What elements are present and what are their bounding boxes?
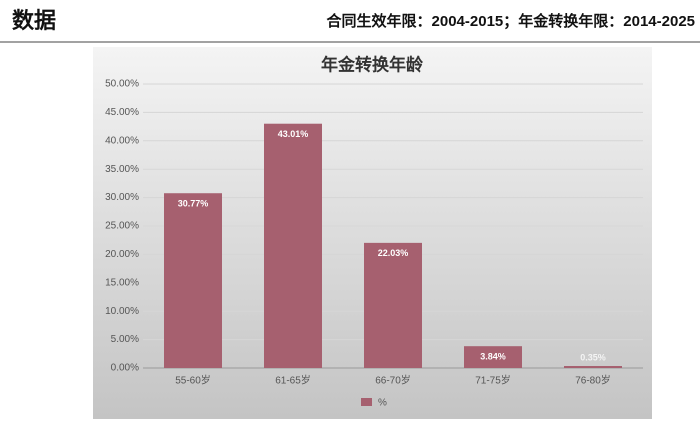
bar [464, 346, 522, 368]
data-label: 43.01% [278, 129, 309, 139]
y-tick-label: 10.00% [105, 306, 139, 317]
y-tick-label: 45.00% [105, 107, 139, 118]
y-tick-label: 25.00% [105, 221, 139, 232]
x-tick-label: 71-75岁 [475, 374, 511, 387]
y-tick-label: 5.00% [111, 334, 139, 345]
data-label: 0.35% [580, 352, 606, 362]
x-tick-label: 66-70岁 [375, 374, 411, 387]
legend-label: % [378, 398, 387, 409]
bar [164, 193, 222, 368]
y-tick-label: 35.00% [105, 164, 139, 175]
data-label: 3.84% [480, 352, 506, 362]
bar [264, 123, 322, 368]
bar [564, 366, 622, 368]
legend-swatch [361, 398, 372, 406]
bar [364, 242, 422, 368]
page-subtitle: 合同生效年限：2004-2015；年金转换年限：2014-2025 [326, 12, 695, 30]
chart: 0.00% 5.00% 10.00% 15.00% 20.00% 25.00% 30.00%… [105, 79, 643, 409]
y-tick-label: 50.00% [105, 79, 139, 90]
y-tick-label: 30.00% [105, 192, 139, 203]
data-label: 30.77% [178, 199, 209, 209]
y-tick-label: 15.00% [105, 277, 139, 288]
page-title: 数据 [12, 8, 56, 33]
y-tick-label: 40.00% [105, 135, 139, 146]
y-tick-label: 0.00% [111, 363, 139, 374]
x-tick-label: 61-65岁 [275, 374, 311, 387]
x-tick-label: 55-60岁 [175, 374, 211, 387]
chart-title: 年金转换年龄 [321, 54, 424, 74]
data-label: 22.03% [378, 248, 409, 258]
x-tick-label: 76-80岁 [575, 374, 611, 387]
y-tick-label: 20.00% [105, 249, 139, 260]
